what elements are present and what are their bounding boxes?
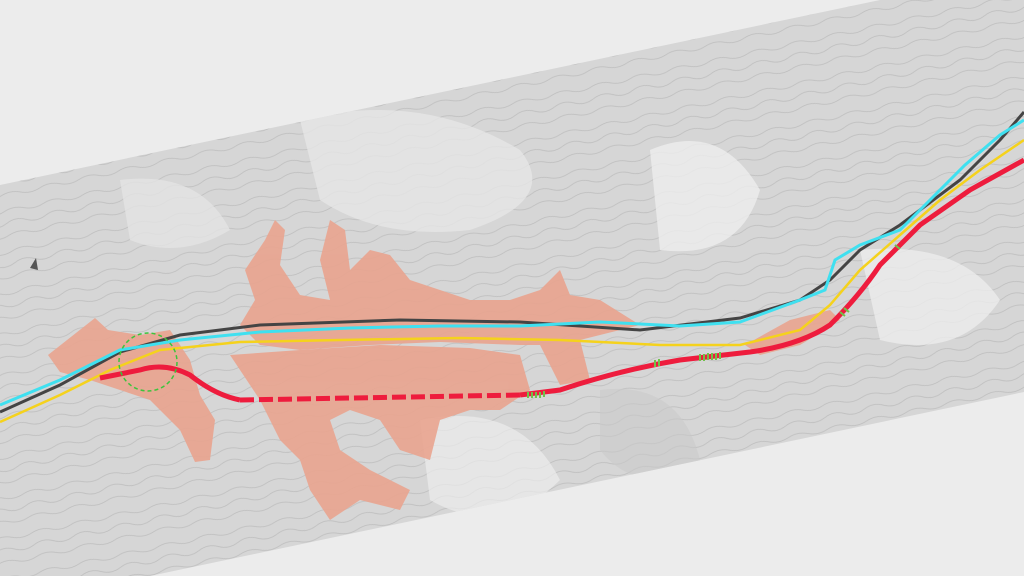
terrain-shading [120,110,1000,516]
urban-area [230,345,530,520]
bridge-marker [699,352,721,361]
urban-area [240,220,640,350]
bridge-marker [894,244,901,250]
proposed-route [519,157,1024,398]
junction-circle[interactable] [118,332,178,392]
urban-areas [48,220,840,520]
tunnel-section [239,392,521,403]
river [0,118,1024,407]
urban-area [48,318,215,462]
bridge-marker [839,307,850,317]
urban-area [540,340,590,385]
north-arrow-icon [30,258,38,270]
proposed-route [99,364,241,403]
bridge-marker [654,359,660,367]
bridge-markers [527,244,901,398]
bridge-marker [527,391,545,398]
existing-road [0,138,1024,424]
